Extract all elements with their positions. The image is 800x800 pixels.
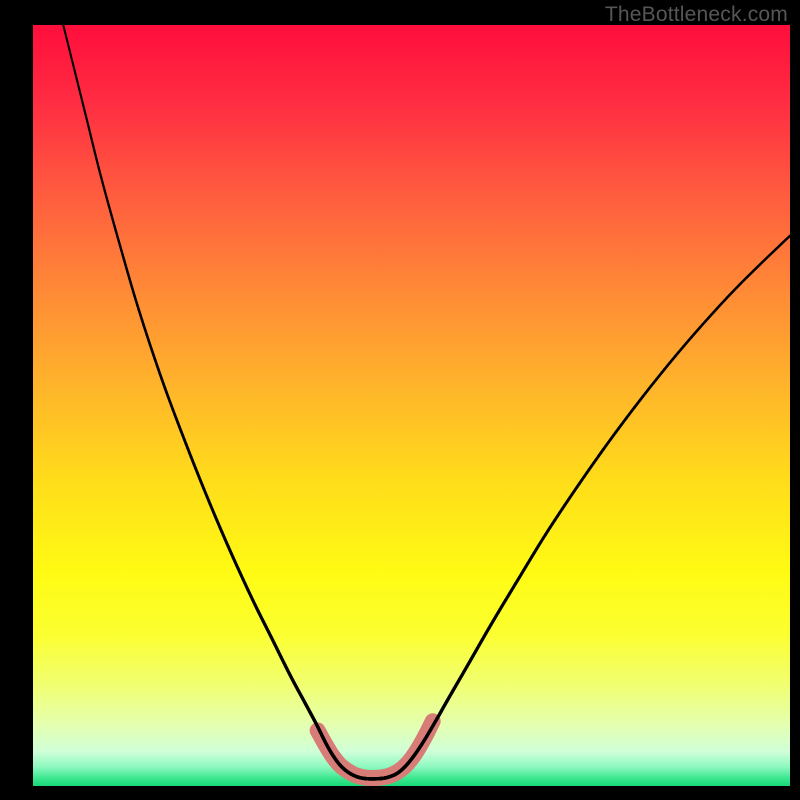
bottleneck-chart bbox=[33, 25, 790, 786]
watermark-text: TheBottleneck.com bbox=[605, 3, 788, 27]
gradient-background bbox=[33, 25, 790, 786]
chart-frame bbox=[0, 0, 800, 800]
